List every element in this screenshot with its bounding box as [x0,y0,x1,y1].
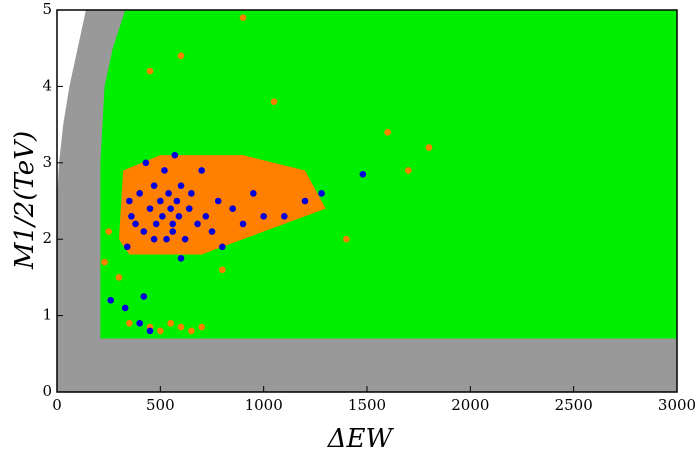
point [159,212,166,220]
point [177,254,185,262]
point [194,220,201,228]
point [318,190,325,197]
y-tick-label: 1 [42,306,52,324]
x-tick-label: 0 [52,396,62,414]
plot-area [57,10,677,392]
point [181,235,189,243]
point [163,235,170,243]
x-tick-label: 2000 [451,396,489,414]
point [157,197,164,205]
point [301,197,309,205]
point [140,293,148,300]
point [132,220,139,228]
point [146,67,154,75]
point [250,190,257,197]
x-tick-label: 1000 [245,396,283,414]
point [123,243,131,251]
point [185,205,193,212]
point [142,159,150,167]
y-tick-label: 0 [42,382,52,400]
point [115,274,123,281]
y-tick-label: 3 [42,153,52,171]
point [161,167,168,174]
point [177,182,185,190]
point [343,235,350,243]
point [169,228,177,235]
point [136,319,143,327]
point [150,182,158,190]
point [150,235,158,243]
point [146,327,154,335]
point [169,220,177,228]
point [167,319,174,327]
y-tick-label: 2 [42,229,52,247]
point [146,205,154,212]
x-tick-label: 1500 [348,396,386,414]
point [202,212,210,220]
x-tick-label: 2500 [555,396,593,414]
region [100,10,677,339]
point [173,197,181,205]
point [171,151,179,159]
y-axis-label: M1/2(TeV) [10,131,40,270]
point [425,144,433,151]
point [126,319,133,327]
point [239,14,247,21]
point [260,212,267,220]
point [198,323,205,331]
x-axis-label: ΔEW [327,424,395,454]
point [107,297,115,304]
point [359,170,367,178]
point [270,98,278,105]
point [281,212,288,220]
point [140,228,148,235]
point [126,197,133,205]
y-tick-label: 4 [42,76,52,94]
point [239,220,247,228]
point [214,197,222,205]
point [165,190,172,197]
point [136,190,143,197]
y-tick-label: 5 [42,0,52,18]
point [121,304,129,312]
point [105,228,112,235]
point [384,128,391,136]
point [152,220,160,228]
x-tick-label: 3000 [658,396,695,414]
point [229,205,236,212]
point [188,327,195,335]
point [219,266,226,274]
point [128,212,135,220]
x-tick-label: 500 [146,396,175,414]
point [198,167,205,174]
point [219,243,226,251]
point [177,323,185,331]
point [101,258,108,266]
point [405,167,412,174]
point [157,327,164,335]
point [208,228,216,235]
point [177,52,185,60]
point [167,205,174,212]
point [175,212,183,220]
point [188,190,195,197]
